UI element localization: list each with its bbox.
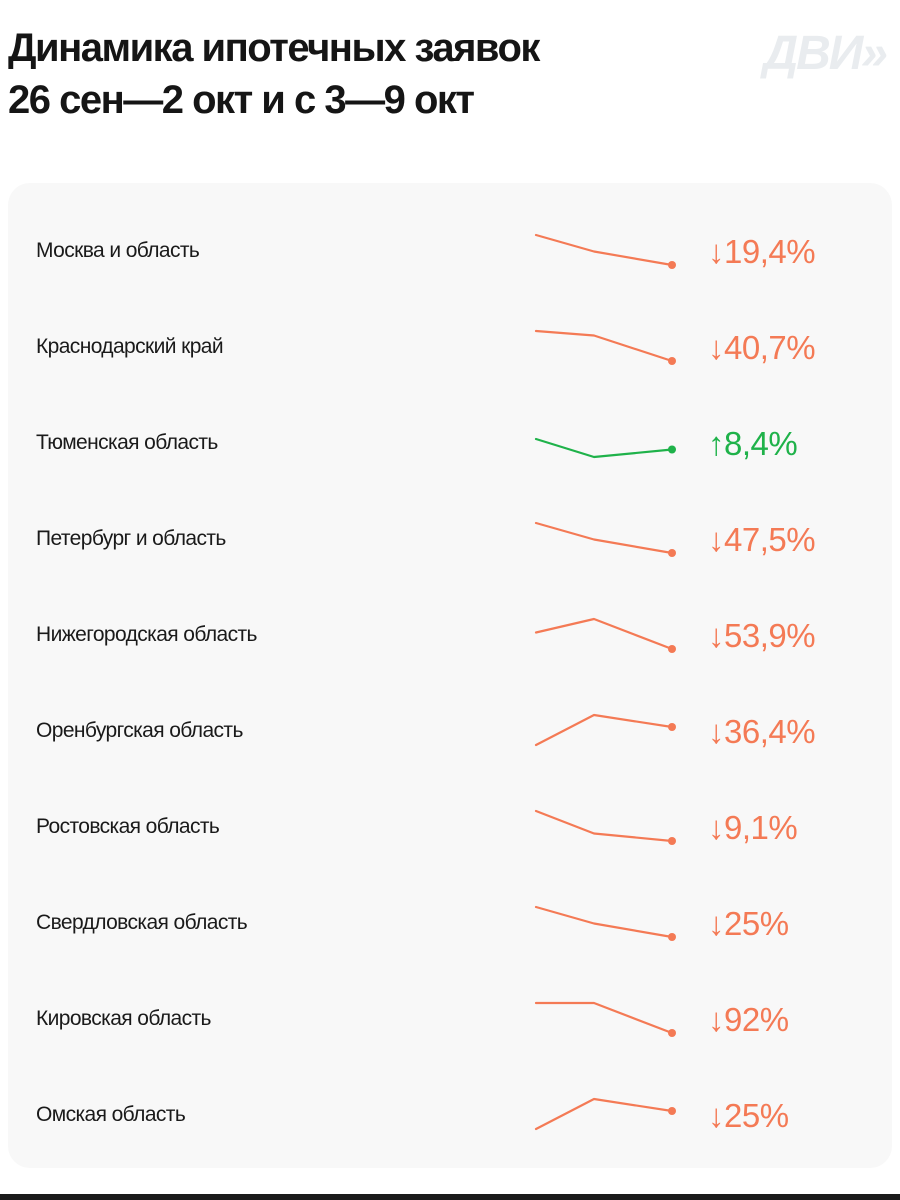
change-value: ↑8,4% [708,425,798,462]
trend-sparkline [534,437,676,459]
trend-line [534,713,674,747]
region-label: Омская область [36,1103,186,1126]
trend-end-point [668,723,676,731]
trend-sparkline [534,809,676,845]
change-value: ↓9,1% [708,809,798,846]
trend-end-point [668,261,676,269]
regions-card: Москва и область ↓19,4% Краснодарский край… [8,183,892,1168]
trend-sparkline [534,713,676,747]
trend-end-point [668,837,676,845]
trend-line [534,809,674,843]
trend-end-point [668,357,676,365]
region-label: Кировская область [36,1007,211,1030]
table-row: Кировская область ↓92% [8,989,892,1049]
bottom-divider [0,1194,900,1200]
trend-end-point [668,1107,676,1115]
region-label: Ростовская область [36,815,220,838]
table-row: Свердловская область ↓25% [8,893,892,953]
trend-line [534,329,674,363]
trend-end-point [668,645,676,653]
region-label: Оренбургская область [36,719,243,742]
title-line-2: 26 сен—2 окт и с 3—9 окт [8,78,475,122]
trend-end-point [668,1029,676,1037]
trend-sparkline [534,233,676,269]
table-row: Краснодарский край ↓40,7% [8,317,892,377]
table-row: Москва и область ↓19,4% [8,221,892,281]
trend-line [534,1097,674,1131]
table-row: Ростовская область ↓9,1% [8,797,892,857]
table-row: Нижегородская область ↓53,9% [8,605,892,665]
region-label: Свердловская область [36,911,248,934]
watermark-logo: ДВИ» [763,27,888,80]
trend-end-point [668,445,676,454]
table-row: Петербург и область ↓47,5% [8,509,892,569]
table-row: Тюменская область ↑8,4% [8,413,892,473]
trend-sparkline [534,521,676,557]
region-label: Тюменская область [36,431,218,454]
page-title: Динамика ипотечных заявок 26 сен—2 окт и… [8,22,540,126]
change-value: ↓40,7% [708,329,816,366]
change-value: ↓47,5% [708,521,816,558]
region-label: Петербург и область [36,527,226,550]
change-value: ↓53,9% [708,617,816,654]
trend-end-point [668,549,676,557]
trend-line [534,233,674,267]
trend-sparkline [534,1001,676,1037]
trend-line [534,1001,674,1035]
change-value: ↓36,4% [708,713,816,750]
trend-sparkline [534,1097,676,1131]
region-label: Москва и область [36,239,200,262]
trend-line [534,437,674,459]
trend-sparkline [534,329,676,365]
change-value: ↓19,4% [708,233,816,270]
title-line-1: Динамика ипотечных заявок [8,26,540,70]
table-row: Омская область ↓25% [8,1085,892,1145]
region-label: Краснодарский край [36,335,224,358]
trend-sparkline [534,905,676,941]
change-value: ↓25% [708,1097,789,1134]
trend-line [534,905,674,939]
region-label: Нижегородская область [36,623,257,646]
trend-line [534,521,674,555]
table-row: Оренбургская область ↓36,4% [8,701,892,761]
change-value: ↓92% [708,1001,789,1038]
change-value: ↓25% [708,905,789,942]
trend-sparkline [534,617,676,653]
trend-end-point [668,933,676,941]
trend-line [534,617,674,651]
